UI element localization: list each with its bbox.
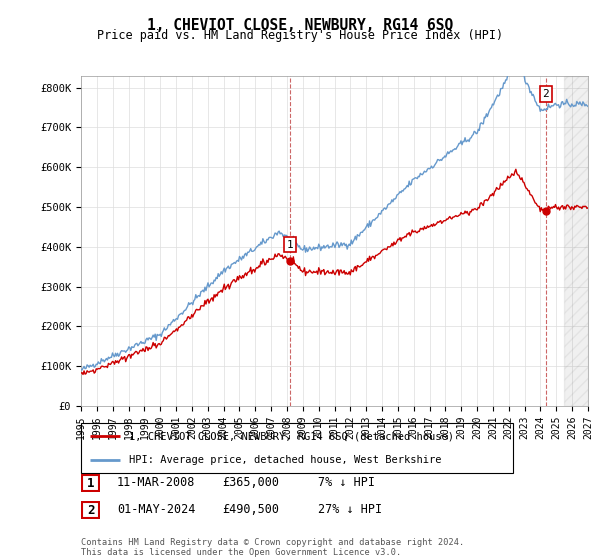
Text: 1: 1 [287,240,293,250]
Text: 1, CHEVIOT CLOSE, NEWBURY, RG14 6SQ (detached house): 1, CHEVIOT CLOSE, NEWBURY, RG14 6SQ (det… [128,431,454,441]
Text: 01-MAY-2024: 01-MAY-2024 [117,503,196,516]
Text: 1: 1 [87,477,94,490]
Text: Contains HM Land Registry data © Crown copyright and database right 2024.
This d: Contains HM Land Registry data © Crown c… [81,538,464,557]
Text: 2: 2 [542,89,549,99]
Text: 11-MAR-2008: 11-MAR-2008 [117,476,196,489]
Text: 27% ↓ HPI: 27% ↓ HPI [318,503,382,516]
Text: 2: 2 [87,503,94,517]
Text: 1, CHEVIOT CLOSE, NEWBURY, RG14 6SQ: 1, CHEVIOT CLOSE, NEWBURY, RG14 6SQ [147,18,453,33]
Text: Price paid vs. HM Land Registry's House Price Index (HPI): Price paid vs. HM Land Registry's House … [97,29,503,42]
Text: £490,500: £490,500 [222,503,279,516]
Text: 7% ↓ HPI: 7% ↓ HPI [318,476,375,489]
Text: £365,000: £365,000 [222,476,279,489]
Text: HPI: Average price, detached house, West Berkshire: HPI: Average price, detached house, West… [128,455,441,465]
